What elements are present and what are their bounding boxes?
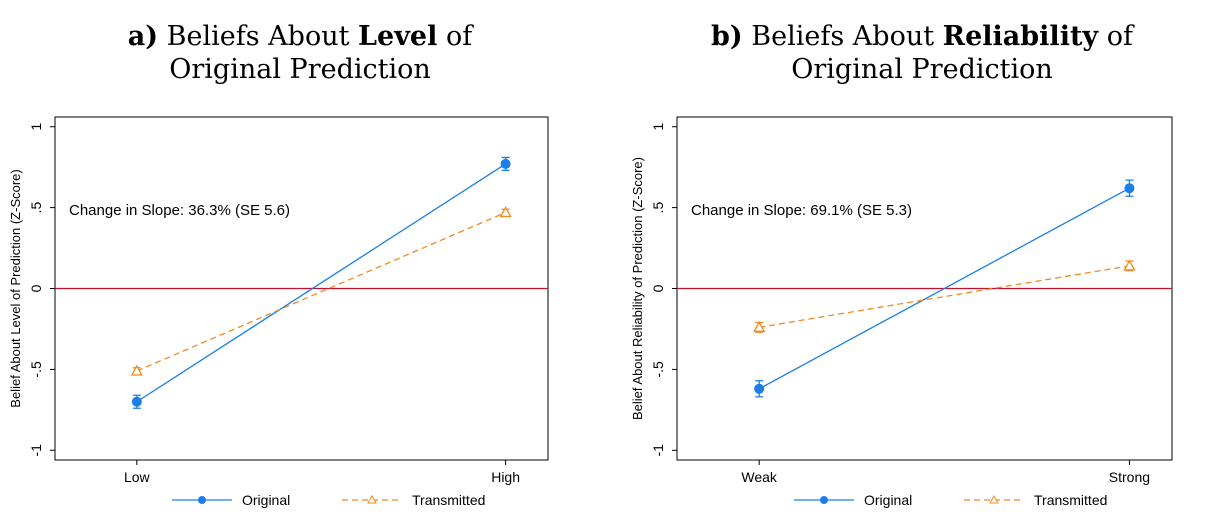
annotation: Change in Slope: 69.1% (SE 5.3) bbox=[691, 202, 912, 219]
marker bbox=[1124, 183, 1135, 194]
title-segment: Beliefs About bbox=[751, 21, 934, 52]
y-tick-label: -1 bbox=[28, 444, 44, 457]
chart-title: Original Prediction bbox=[791, 54, 1053, 85]
title-segment: b) bbox=[711, 21, 743, 52]
y-tick-label: 0 bbox=[650, 284, 666, 292]
marker bbox=[500, 158, 511, 169]
marker bbox=[499, 206, 512, 218]
y-tick-label: 1 bbox=[28, 123, 44, 131]
marker bbox=[754, 383, 765, 394]
legend-marker bbox=[198, 496, 206, 504]
x-tick-label: Strong bbox=[1109, 469, 1150, 485]
x-tick-label: Weak bbox=[741, 469, 778, 485]
title-segment: Beliefs About bbox=[167, 21, 350, 52]
y-tick-label: -.5 bbox=[28, 361, 44, 378]
chart-title: a) Beliefs About Level of bbox=[128, 21, 474, 52]
legend-label: Transmitted bbox=[1034, 492, 1107, 508]
title-segment: of bbox=[1107, 21, 1135, 52]
y-tick-label: .5 bbox=[650, 202, 666, 214]
x-tick-label: High bbox=[491, 469, 520, 485]
title-segment: Original Prediction bbox=[169, 54, 431, 85]
y-tick-label: 0 bbox=[28, 284, 44, 292]
series-line bbox=[759, 265, 1130, 328]
legend-marker bbox=[820, 496, 828, 504]
title-segment: of bbox=[446, 21, 474, 52]
annotation: Change in Slope: 36.3% (SE 5.6) bbox=[69, 202, 290, 219]
y-axis-label: Belief About Level of Prediction (Z-Scor… bbox=[8, 169, 23, 407]
y-tick-label: -.5 bbox=[650, 361, 666, 378]
marker bbox=[131, 396, 142, 407]
chart-title: Original Prediction bbox=[169, 54, 431, 85]
chart-title: b) Beliefs About Reliability of bbox=[711, 21, 1135, 52]
marker bbox=[130, 364, 143, 376]
series-line bbox=[136, 211, 506, 372]
y-axis-label: Belief About Reliability of Prediction (… bbox=[630, 157, 645, 420]
y-tick-label: .5 bbox=[28, 202, 44, 214]
legend-label: Original bbox=[242, 492, 290, 508]
series-line bbox=[136, 163, 506, 403]
title-segment: Reliability bbox=[943, 21, 1100, 52]
legend-label: Transmitted bbox=[412, 492, 485, 508]
title-segment: a) bbox=[128, 21, 158, 52]
series-line bbox=[758, 187, 1130, 390]
title-segment: Original Prediction bbox=[791, 54, 1053, 85]
marker bbox=[753, 320, 766, 332]
y-tick-label: -1 bbox=[650, 444, 666, 457]
x-tick-label: Low bbox=[124, 469, 151, 485]
legend-label: Original bbox=[864, 492, 912, 508]
legend-marker bbox=[989, 494, 999, 504]
legend-marker bbox=[367, 494, 377, 504]
title-segment: Level bbox=[358, 21, 437, 52]
y-tick-label: 1 bbox=[650, 123, 666, 131]
marker bbox=[1123, 259, 1136, 271]
